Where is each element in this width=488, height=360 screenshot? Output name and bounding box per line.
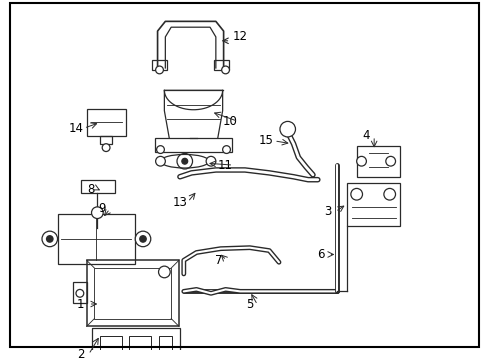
Text: 12: 12: [232, 30, 247, 44]
Bar: [100, 136, 112, 144]
Bar: [356, 146, 400, 177]
Circle shape: [156, 146, 164, 153]
Bar: [129, 336, 150, 354]
Circle shape: [155, 156, 165, 166]
Bar: [92, 328, 180, 360]
Circle shape: [206, 156, 215, 166]
Bar: [94, 268, 171, 319]
Circle shape: [383, 188, 395, 200]
Text: 9: 9: [98, 202, 106, 215]
Text: 14: 14: [68, 122, 83, 135]
Circle shape: [221, 66, 229, 74]
Bar: [100, 336, 122, 354]
Circle shape: [102, 144, 110, 152]
Circle shape: [46, 235, 54, 243]
Circle shape: [158, 266, 170, 278]
Text: 1: 1: [77, 297, 84, 311]
Text: 3: 3: [323, 205, 330, 218]
Circle shape: [182, 158, 187, 164]
Circle shape: [135, 231, 150, 247]
Bar: [154, 138, 232, 152]
Text: 8: 8: [87, 183, 94, 196]
Bar: [86, 109, 125, 136]
Bar: [213, 60, 229, 70]
Bar: [58, 214, 135, 264]
Circle shape: [385, 156, 395, 166]
Circle shape: [350, 188, 362, 200]
Text: 4: 4: [362, 130, 369, 143]
Circle shape: [139, 235, 146, 243]
Bar: [73, 282, 86, 303]
Bar: [81, 180, 115, 193]
Bar: [86, 260, 179, 327]
Bar: [151, 60, 167, 70]
Circle shape: [222, 146, 230, 153]
Text: 10: 10: [223, 115, 237, 128]
Bar: [346, 183, 400, 226]
Circle shape: [76, 289, 83, 297]
Text: 15: 15: [258, 134, 273, 147]
Circle shape: [356, 156, 366, 166]
Circle shape: [155, 66, 163, 74]
Circle shape: [42, 231, 58, 247]
Bar: [158, 336, 172, 354]
Text: 11: 11: [218, 159, 233, 172]
Text: 13: 13: [172, 195, 187, 208]
Circle shape: [279, 121, 295, 137]
Text: 5: 5: [245, 298, 253, 311]
Circle shape: [91, 207, 103, 219]
Text: 2: 2: [77, 348, 84, 360]
Text: 6: 6: [316, 248, 324, 261]
Text: 7: 7: [215, 254, 222, 267]
